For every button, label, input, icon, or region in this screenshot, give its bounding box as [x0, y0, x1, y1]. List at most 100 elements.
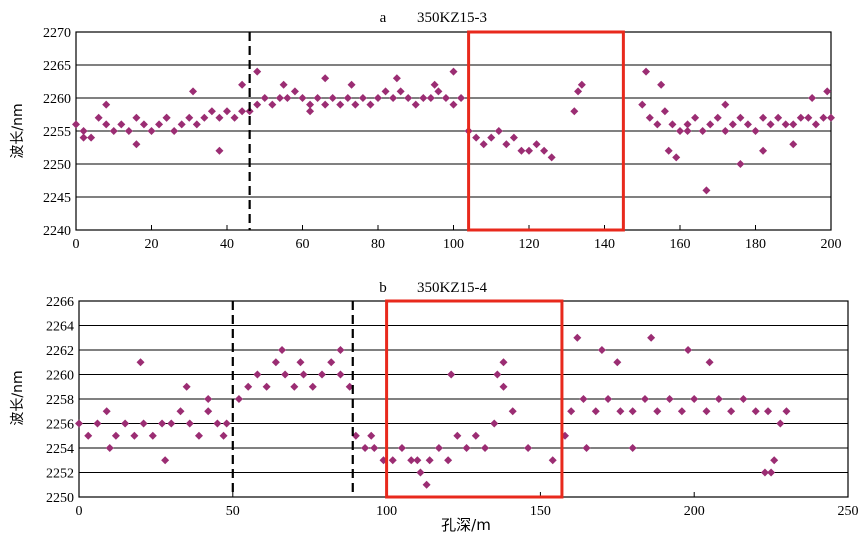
panel-a-point [177, 120, 186, 129]
panel-b-point [739, 395, 748, 403]
panel-a-point [804, 113, 813, 122]
panel-b-point [204, 407, 213, 416]
panel-a-point [702, 186, 711, 195]
panel-b-point [244, 382, 253, 391]
panel-a-point [721, 100, 730, 109]
panel-a-point [290, 87, 299, 96]
panel-a-point [87, 133, 96, 142]
panel-b-xlabel: 孔深/m [441, 516, 491, 534]
panel-b-point [370, 444, 379, 452]
panel-a-point [419, 94, 428, 102]
panel-b-point [597, 346, 606, 354]
panel-a-xtick-label-7: 140 [594, 237, 615, 252]
panel-a-point [509, 133, 518, 142]
panel-b-point [158, 419, 167, 428]
panel-b-point [425, 456, 434, 465]
panel-b-xtick-label-2: 100 [376, 504, 397, 519]
panel-b-point [130, 431, 139, 440]
panel-a-ytick-label-6: 2270 [43, 26, 71, 41]
panel-b-point [84, 431, 93, 440]
panel-b-point [148, 431, 157, 440]
panel-b: b 350KZ15-4 波长/nm 孔深/m 2250 2252 2254 2256 2… [10, 280, 859, 534]
panel-b-point [161, 456, 170, 465]
panel-a-point [672, 153, 681, 162]
panel-a-point [313, 94, 322, 102]
panel-a-point [759, 113, 768, 122]
panel-a-point [774, 113, 783, 122]
panel-b-ylabel: 波长/nm [10, 370, 26, 425]
panel-b-point [579, 395, 588, 403]
panel-a-point [147, 127, 156, 135]
panel-a-point [645, 113, 654, 122]
panel-a-point [162, 113, 171, 122]
panel-a-point [79, 127, 88, 135]
panel-a-point [207, 107, 216, 116]
panel-a-point [683, 127, 692, 135]
panel-b-point [182, 382, 191, 391]
panel-b-ytick-label-0: 2250 [46, 491, 74, 506]
panel-b-point [767, 468, 776, 477]
panel-a-point [638, 100, 647, 109]
panel-a-point [230, 113, 239, 122]
panel-a-point [389, 94, 398, 102]
panel-b-xtick-label-1: 50 [226, 504, 240, 519]
panel-b-point [262, 382, 271, 391]
panel-b-point [299, 370, 308, 379]
panel-b-point [75, 419, 83, 428]
panel-a-ytick-label-2: 2250 [43, 158, 71, 173]
panel-a-ytick-label-1: 2245 [43, 191, 71, 206]
panel-b-point [234, 395, 243, 403]
panel-a-point [102, 100, 111, 109]
panel-a-point [525, 146, 533, 155]
panel-b-point [290, 382, 299, 391]
panel-a-point [321, 74, 330, 83]
panel-b-point [176, 407, 185, 416]
panel-a-point [823, 87, 832, 96]
panel-a-point [347, 80, 356, 89]
panel-a-point [676, 127, 684, 135]
panel-a-point [238, 107, 247, 116]
panel-a-point [502, 140, 511, 149]
panel-b-ytick-label-3: 2256 [46, 418, 74, 433]
panel-b-point [705, 358, 714, 367]
panel-a-point [789, 140, 798, 149]
panel-b-point [653, 407, 662, 416]
panel-b-point [471, 431, 480, 440]
panel-a-point [789, 120, 798, 129]
panel-a-point [132, 113, 141, 122]
panel-a-point [653, 120, 662, 129]
panel-a-point [132, 140, 141, 149]
panel-a-point [298, 94, 307, 102]
panel-b-point [111, 431, 120, 440]
panel-a-ytick-label-5: 2265 [43, 59, 71, 74]
panel-b-point [628, 444, 637, 452]
panel-a-point [664, 146, 673, 155]
panel-a-point [306, 100, 315, 109]
panel-b-point [665, 395, 674, 403]
panel-a-xtick-label-4: 80 [371, 237, 385, 252]
panel-a-point [238, 80, 247, 89]
panel-a-point [698, 127, 707, 135]
panel-b-point [490, 419, 499, 428]
panel-a-point [736, 113, 745, 122]
panel-a-point [808, 94, 817, 102]
panel-a-point [811, 120, 820, 129]
panel-a-point [381, 87, 390, 96]
panel-b-letter: b [379, 280, 387, 296]
panel-a-point [392, 74, 401, 83]
panel-b-point [770, 456, 779, 465]
panel-a-point [728, 120, 737, 129]
panel-b-point [613, 358, 622, 367]
panel-a-point [109, 127, 118, 135]
panel-a-point [215, 113, 224, 122]
panel-b-point [194, 431, 203, 440]
panel-a-point [321, 100, 330, 109]
panel-b-point [582, 444, 591, 452]
panel-a: a 350KZ15-3 波长/nm 2240 2245 2250 2255 2260 22… [10, 10, 842, 252]
panel-b-point [336, 370, 345, 379]
panel-a-point [457, 94, 466, 102]
panel-a-xtick-label-9: 180 [745, 237, 766, 252]
panel-a-point [691, 113, 700, 122]
panel-a-point [358, 94, 367, 102]
panel-a-xtick-label-8: 160 [670, 237, 691, 252]
